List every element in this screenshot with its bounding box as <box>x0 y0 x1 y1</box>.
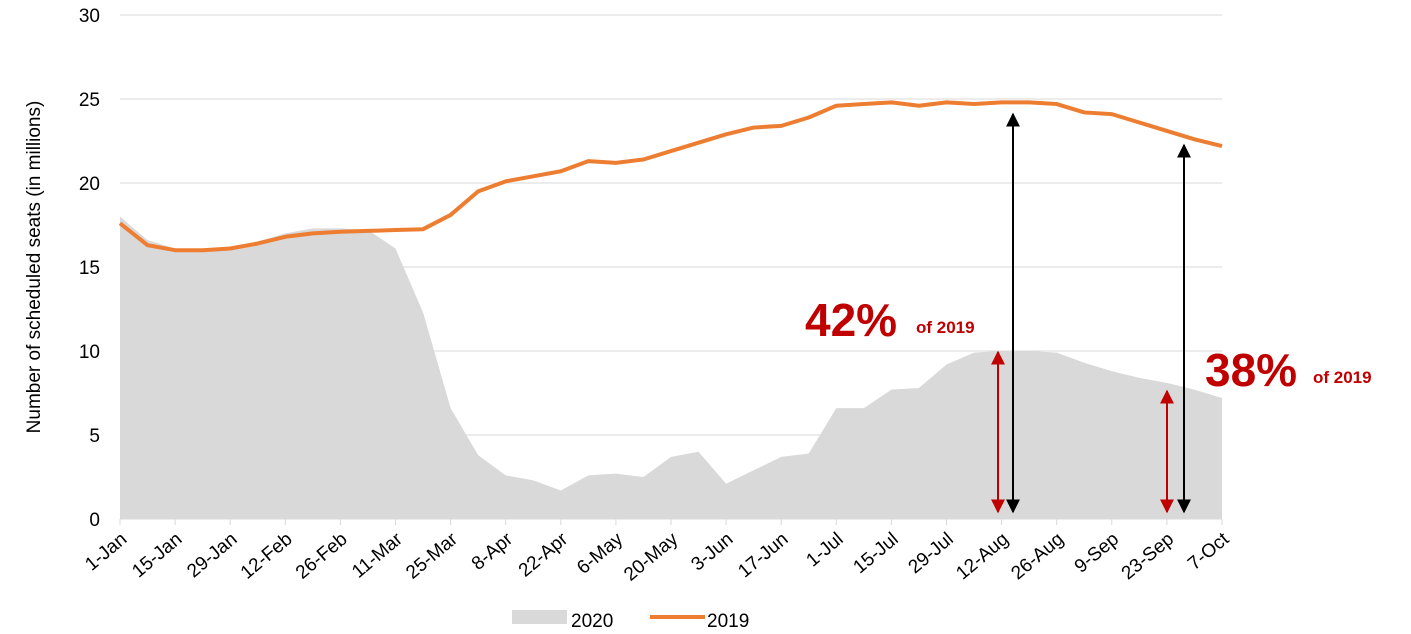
y-tick-label: 10 <box>79 342 100 363</box>
y-tick-label: 15 <box>79 258 100 279</box>
line <box>118 100 1223 253</box>
legend-label: 2020 <box>571 611 613 632</box>
legend-label: 2019 <box>707 611 749 632</box>
y-axis-label: Number of scheduled seats (in millions) <box>24 101 45 434</box>
y-tick-label: 0 <box>89 510 100 531</box>
x-tick-label: 25-Mar <box>402 528 462 583</box>
x-tick-label: 17-Jun <box>734 529 792 582</box>
x-tick-label: 12-Feb <box>237 529 297 584</box>
x-tick-label: 11-Mar <box>348 528 407 582</box>
x-tick-label: 7-Oct <box>1184 528 1234 574</box>
x-tick-label: 20-May <box>620 528 682 585</box>
annotation: of 2019 <box>916 318 975 337</box>
x-tick-label: 29-Jan <box>183 529 241 582</box>
y-tick-label: 20 <box>79 174 100 195</box>
x-tick-label: 26-Feb <box>292 529 352 584</box>
y-tick-label: 30 <box>79 6 100 27</box>
legend-swatch <box>512 610 567 624</box>
x-tick-label: 9-Sep <box>1071 529 1123 578</box>
arrows <box>991 112 1191 514</box>
x-tick-label: 8-Apr <box>468 528 518 574</box>
x-tick-label: 26-Aug <box>1007 529 1067 584</box>
x-tick-label: 3-Jun <box>687 529 737 576</box>
x-tick-label: 1-Jul <box>802 529 847 572</box>
plot: 0 5 10 15 20 25 30 1-Jan15-Jan29-Jan12-Feb26-Fe… <box>79 6 1234 632</box>
x-tick-label: 12-Aug <box>952 529 1012 584</box>
x-tick-label: 22-Apr <box>515 528 573 581</box>
x-tick-label: 23-Sep <box>1118 529 1178 584</box>
annotation: 38% <box>1205 344 1297 396</box>
x-tick-label: 1-Jan <box>81 529 131 576</box>
area <box>120 216 1222 519</box>
x-tick-label: 29-Jul <box>905 529 958 578</box>
annotation: of 2019 <box>1313 368 1372 387</box>
x-tick-label: 6-May <box>573 528 627 578</box>
annotation: 42% <box>805 294 897 346</box>
x-tick-label: 15-Jan <box>128 529 186 582</box>
x-tick-label: 15-Jul <box>849 529 902 578</box>
y-tick-label: 25 <box>79 90 100 111</box>
y-tick-label: 5 <box>89 426 100 447</box>
